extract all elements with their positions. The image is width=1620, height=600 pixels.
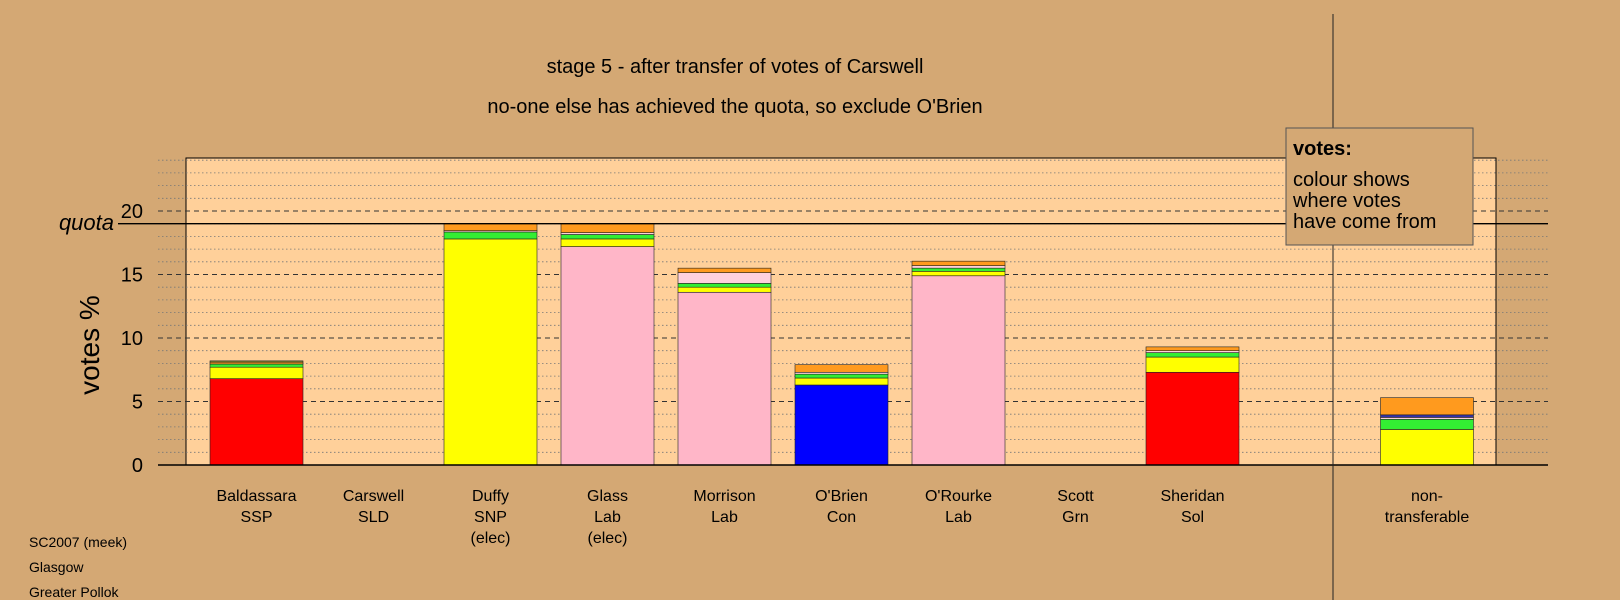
legend-line-1: colour shows — [1293, 169, 1410, 191]
footer-line-2: Glasgow — [29, 559, 84, 575]
bar-segment — [443, 223, 538, 231]
bar-segment — [911, 260, 1006, 266]
legend-line-3: have come from — [1293, 211, 1436, 233]
bar-obrien — [794, 364, 889, 466]
bar-segment — [209, 366, 304, 379]
bar-segment — [1145, 356, 1240, 373]
y-tick-label: 20 — [121, 201, 143, 223]
category-label: SLD — [358, 509, 389, 526]
bar-segment — [911, 275, 1006, 466]
category-label: O'Rourke — [925, 488, 992, 505]
bar-segment — [560, 234, 655, 240]
bar-segment — [1380, 429, 1474, 466]
nontransferable-label: non- — [1411, 488, 1443, 505]
footer-line-1: SC2007 (meek) — [29, 534, 127, 550]
y-tick-label: 0 — [132, 455, 143, 477]
bar-segment — [911, 271, 1006, 277]
quota-label: quota — [59, 210, 114, 235]
category-label: Sol — [1181, 509, 1204, 526]
bar-segment — [209, 378, 304, 466]
category-label: Sheridan — [1160, 488, 1224, 505]
footer-line-3: Greater Pollok — [29, 584, 119, 600]
category-label: Carswell — [343, 488, 404, 505]
category-label: Baldassara — [216, 488, 296, 505]
bar-segment — [677, 286, 772, 293]
category-label: Morrison — [693, 488, 755, 505]
bar-segment — [443, 231, 538, 240]
y-tick-label: 15 — [121, 265, 143, 287]
bar-segment — [1380, 414, 1474, 418]
legend-title: votes: — [1293, 138, 1352, 160]
bar-nontransferable — [1380, 397, 1474, 466]
bar-segment — [560, 238, 655, 247]
bar-segment — [1380, 418, 1474, 430]
category-label: O'Brien — [815, 488, 868, 505]
bar-sheridan — [1145, 346, 1240, 466]
nontransferable-label: transferable — [1385, 509, 1470, 526]
bar-segment — [1145, 352, 1240, 358]
category-label: SSP — [240, 509, 272, 526]
bar-segment — [911, 267, 1006, 272]
bar-segment — [677, 283, 772, 288]
bar-segment — [1145, 371, 1240, 466]
bar-segment — [560, 223, 655, 233]
bar-morrison — [677, 267, 772, 466]
category-label: Con — [827, 509, 856, 526]
bar-duffy — [443, 223, 538, 466]
bars — [209, 223, 1474, 466]
bar-segment — [794, 373, 889, 379]
y-tick-label: 5 — [132, 392, 143, 414]
bar-baldassara — [209, 360, 304, 466]
bar-segment — [911, 265, 1006, 269]
category-label: Lab — [711, 509, 738, 526]
bar-segment — [794, 364, 889, 373]
legend: votes: colour shows where votes have com… — [1285, 127, 1474, 246]
bar-segment — [677, 291, 772, 466]
category-label: Lab — [945, 509, 972, 526]
y-tick-label: 10 — [121, 328, 143, 350]
category-label: Lab — [594, 509, 621, 526]
legend-line-2: where votes — [1292, 190, 1401, 212]
y-axis-label: votes % — [74, 295, 105, 395]
bar-glass — [560, 223, 655, 466]
category-label: Duffy — [472, 488, 509, 505]
category-label: SNP — [474, 509, 507, 526]
bar-orourke — [911, 260, 1006, 466]
bar-segment — [560, 246, 655, 466]
category-label: Scott — [1057, 488, 1094, 505]
bar-segment — [209, 360, 304, 363]
category-label: (elec) — [587, 530, 627, 547]
axes: Baldassara SSP Carswell SLD Duffy SNP (elec) Gl… — [118, 14, 1548, 600]
bar-segment — [443, 238, 538, 466]
category-label: (elec) — [470, 530, 510, 547]
bar-segment — [677, 272, 772, 284]
chart-subtitle: no-one else has achieved the quota, so e… — [487, 96, 982, 118]
bar-segment — [794, 384, 889, 466]
category-label: Grn — [1062, 509, 1089, 526]
chart-title: stage 5 - after transfer of votes of Car… — [547, 56, 924, 78]
bar-segment — [1380, 397, 1474, 416]
category-label: Glass — [587, 488, 628, 505]
bar-segment — [677, 267, 772, 273]
bar-segment — [209, 363, 304, 368]
legend-box — [1285, 127, 1474, 246]
bar-segment — [1145, 346, 1240, 352]
bar-segment — [794, 377, 889, 386]
